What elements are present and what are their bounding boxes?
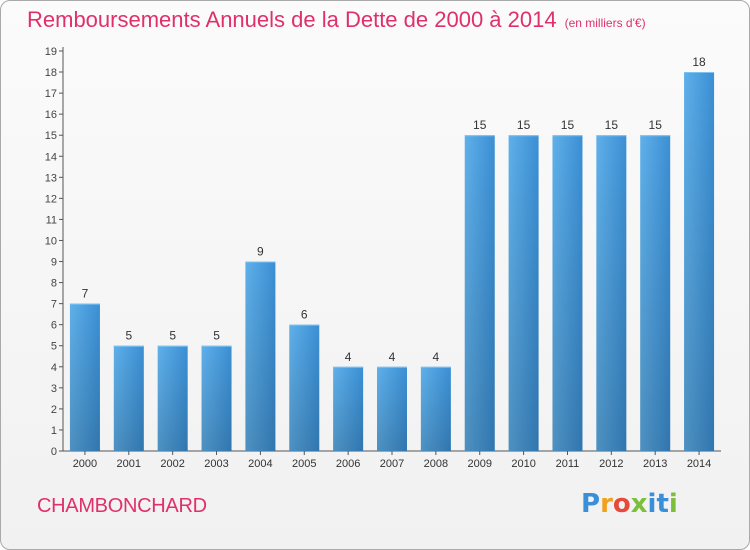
- y-tick-label: 2: [51, 404, 57, 416]
- bar-shade: [640, 135, 671, 452]
- logo-letter: o: [612, 489, 631, 519]
- bar-value-label: 5: [169, 329, 176, 343]
- y-tick-label: 17: [45, 88, 57, 100]
- bar-shade: [245, 261, 276, 451]
- logo-letter: r: [600, 489, 613, 519]
- bar-shade: [289, 324, 320, 451]
- chart-unit-note: (en milliers d'€): [564, 16, 646, 30]
- bar-value-label: 15: [473, 118, 487, 132]
- y-tick-label: 11: [46, 214, 57, 226]
- bar-value-label: 9: [257, 245, 264, 259]
- y-tick-label: 4: [51, 362, 57, 374]
- x-tick-label: 2004: [248, 458, 272, 470]
- bar-value-label: 15: [561, 118, 575, 132]
- y-tick-label: 8: [51, 278, 57, 290]
- bar-shade: [113, 345, 144, 451]
- x-tick-label: 2003: [204, 458, 228, 470]
- x-tick-label: 2009: [467, 458, 491, 470]
- bar-value-label: 15: [605, 118, 619, 132]
- proxiti-logo: Proxiti: [581, 489, 678, 519]
- bar-value-label: 15: [517, 118, 531, 132]
- bar-shade: [464, 135, 495, 452]
- x-tick-label: 2011: [556, 458, 580, 470]
- y-tick-label: 9: [51, 257, 57, 269]
- bar-value-label: 4: [433, 350, 440, 364]
- bar-shade: [157, 345, 188, 451]
- x-tick-label: 2006: [336, 458, 360, 470]
- x-tick-label: 2005: [292, 458, 316, 470]
- y-tick-label: 10: [45, 235, 57, 247]
- y-tick-label: 18: [45, 67, 57, 79]
- y-tick-label: 19: [45, 46, 57, 58]
- bar-shade: [508, 135, 539, 452]
- y-tick-label: 5: [51, 341, 57, 353]
- logo-letter: i: [647, 489, 657, 519]
- bar-shade: [552, 135, 583, 452]
- commune-name: CHAMBONCHARD: [37, 495, 207, 517]
- logo-letter: i: [668, 489, 678, 519]
- bar-shade: [420, 366, 451, 451]
- logo-letter: t: [656, 489, 669, 519]
- x-tick-label: 2008: [424, 458, 448, 470]
- chart-title-row: Remboursements Annuels de la Dette de 20…: [27, 7, 646, 33]
- logo-letter: x: [630, 489, 648, 519]
- bar-value-label: 15: [649, 118, 663, 132]
- bar-value-label: 18: [692, 55, 706, 69]
- bar-shade: [596, 135, 627, 452]
- chart-labels: 7 2000 5 2001 5 2002 5 2003 9 2004 6 2005 4 2006 4 2007…: [73, 55, 712, 470]
- x-tick-label: 2007: [380, 458, 404, 470]
- y-tick-label: 3: [51, 383, 57, 395]
- bar-value-label: 5: [213, 329, 220, 343]
- chart-bars: [69, 72, 715, 452]
- y-tick-label: 16: [45, 109, 57, 121]
- bar-value-label: 5: [125, 329, 132, 343]
- bar-shade: [684, 72, 715, 451]
- x-tick-label: 2012: [599, 458, 623, 470]
- y-tick-label: 6: [51, 320, 57, 332]
- y-tick-label: 14: [45, 151, 57, 163]
- x-tick-label: 2001: [117, 458, 141, 470]
- bar-shade: [69, 303, 100, 451]
- bar-value-label: 7: [82, 287, 89, 301]
- y-tick-label: 15: [45, 130, 57, 142]
- chart-title: Remboursements Annuels de la Dette de 20…: [27, 7, 557, 32]
- bar-value-label: 4: [345, 350, 352, 364]
- x-tick-label: 2002: [160, 458, 184, 470]
- y-tick-label: 0: [51, 446, 57, 458]
- y-tick-label: 12: [45, 193, 57, 205]
- x-tick-label: 2000: [73, 458, 97, 470]
- logo-letter: P: [581, 489, 601, 519]
- y-tick-label: 7: [51, 299, 57, 311]
- bar-value-label: 4: [389, 350, 396, 364]
- bar-shade: [201, 345, 232, 451]
- x-tick-label: 2014: [687, 458, 711, 470]
- y-tick-label: 13: [45, 172, 57, 184]
- x-tick-label: 2013: [643, 458, 667, 470]
- bar-shade: [333, 366, 364, 451]
- y-tick-label: 1: [51, 425, 57, 437]
- bar-shade: [377, 366, 407, 451]
- bar-value-label: 6: [301, 308, 308, 322]
- x-tick-label: 2010: [511, 458, 535, 470]
